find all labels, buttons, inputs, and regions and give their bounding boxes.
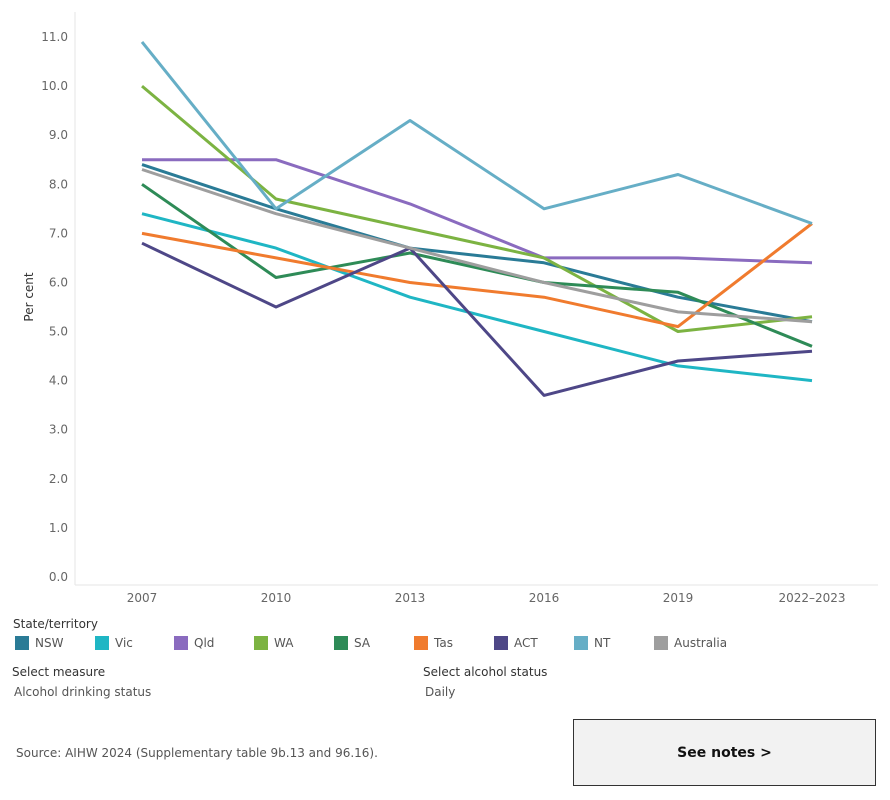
legend-label: SA — [354, 636, 371, 650]
legend-item-nsw[interactable]: NSW — [15, 634, 63, 652]
series-line-vic[interactable] — [141, 212, 813, 383]
legend-label: Vic — [115, 636, 133, 650]
series-line-sa[interactable] — [141, 183, 813, 348]
legend-swatch — [414, 636, 428, 650]
y-tick-label: 0.0 — [49, 570, 68, 584]
y-tick-label: 8.0 — [49, 177, 68, 191]
legend-swatch — [334, 636, 348, 650]
legend-swatch — [654, 636, 668, 650]
y-tick-label: 10.0 — [41, 79, 68, 93]
alcohol-status-select[interactable]: Daily — [425, 685, 456, 699]
legend-item-nt[interactable]: NT — [574, 634, 610, 652]
series-line-act[interactable] — [141, 241, 813, 397]
measure-select[interactable]: Alcohol drinking status — [14, 685, 152, 699]
legend-item-act[interactable]: ACT — [494, 634, 538, 652]
legend-swatch — [254, 636, 268, 650]
series-line-wa[interactable] — [141, 84, 813, 333]
legend-title: State/territory — [13, 617, 98, 631]
x-tick-label: 2016 — [529, 591, 560, 605]
legend-swatch — [494, 636, 508, 650]
legend-item-wa[interactable]: WA — [254, 634, 293, 652]
x-tick-label: 2013 — [395, 591, 426, 605]
measure-label: Select measure — [12, 665, 106, 679]
legend: NSW Vic Qld WA SA Tas ACT NT Australia — [0, 634, 890, 652]
legend-label: Tas — [434, 636, 453, 650]
y-tick-label: 1.0 — [49, 521, 68, 535]
legend-swatch — [95, 636, 109, 650]
series-line-qld[interactable] — [142, 158, 813, 265]
line-chart: 0.0 1.0 2.0 3.0 4.0 5.0 6.0 7.0 8.0 9.0 10.0 11.0 2… — [22, 12, 878, 605]
legend-item-vic[interactable]: Vic — [95, 634, 133, 652]
y-tick-label: 6.0 — [49, 275, 68, 289]
measure-control: Select measure Alcohol drinking status — [12, 665, 151, 699]
source-note: Source: AIHW 2024 (Supplementary table 9… — [16, 746, 378, 760]
legend-label: WA — [274, 636, 294, 650]
legend-label: ACT — [514, 636, 538, 650]
y-tick-label: 5.0 — [49, 325, 68, 339]
legend-swatch — [15, 636, 29, 650]
series-line-nt[interactable] — [140, 40, 813, 225]
legend-swatch — [174, 636, 188, 650]
y-tick-label: 3.0 — [49, 423, 68, 437]
series-line-australia[interactable] — [141, 168, 813, 324]
legend-label: Qld — [194, 636, 215, 650]
legend-item-qld[interactable]: Qld — [174, 634, 214, 652]
y-tick-label: 11.0 — [41, 30, 68, 44]
y-tick-label: 4.0 — [49, 374, 68, 388]
series-line-tas[interactable] — [141, 222, 813, 329]
x-tick-label: 2010 — [261, 591, 292, 605]
y-tick-label: 7.0 — [49, 226, 68, 240]
see-notes-label: See notes > — [677, 744, 772, 761]
legend-item-tas[interactable]: Tas — [414, 634, 453, 652]
x-tick-label: 2022–2023 — [778, 591, 845, 605]
y-tick-label: 2.0 — [49, 472, 68, 486]
alcohol-status-control: Select alcohol status Daily — [423, 665, 547, 699]
legend-item-sa[interactable]: SA — [334, 634, 370, 652]
legend-label: Australia — [674, 636, 728, 650]
alcohol-status-label: Select alcohol status — [423, 665, 548, 679]
legend-swatch — [574, 636, 588, 650]
see-notes-button[interactable]: See notes > — [573, 719, 876, 786]
legend-item-australia[interactable]: Australia — [654, 634, 727, 652]
x-tick-label: 2019 — [663, 591, 694, 605]
legend-label: NT — [594, 636, 611, 650]
x-tick-label: 2007 — [127, 591, 158, 605]
legend-label: NSW — [35, 636, 64, 650]
y-axis-label: Per cent — [22, 272, 36, 322]
y-tick-label: 9.0 — [49, 128, 68, 142]
